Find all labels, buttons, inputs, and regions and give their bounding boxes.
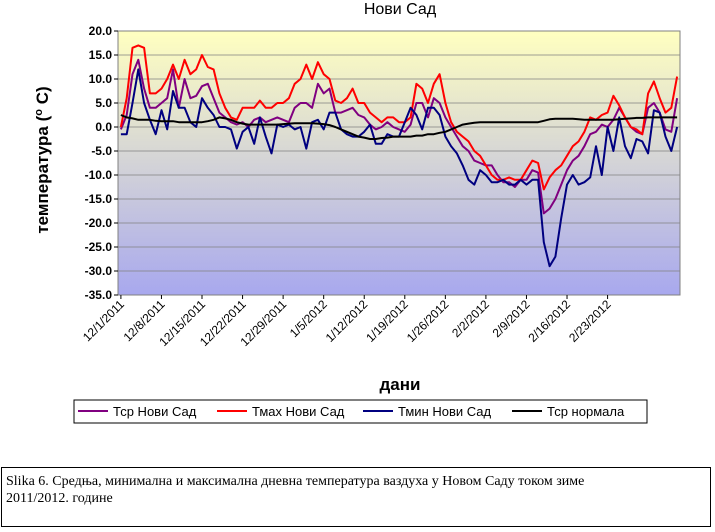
x-tick-label: 2/2/2012 [449, 297, 492, 340]
series-line-1 [119, 58, 679, 215]
figure-caption: Slika 6. Средња, минимална и максимална … [1, 467, 711, 527]
y-tick-label: 20.0 [89, 24, 113, 38]
y-tick-label: -25.0 [85, 240, 113, 254]
y-tick-label: -5.0 [91, 144, 112, 158]
y-tick-label: 0.0 [95, 120, 112, 134]
legend-label: Тмин Нови Сад [398, 404, 492, 419]
legend-label: Тср нормала [547, 404, 625, 419]
y-axis-label: температура (o C) [33, 86, 52, 233]
plot-area [117, 30, 681, 296]
legend-label: Тср Нови Сад [113, 404, 197, 419]
grid-lines [118, 54, 680, 272]
y-axis-ticks: 20.0 15.0 10.0 5.0 0.0 -5.0 -10.0 -15.0 -20.0 -25… [85, 24, 118, 302]
x-tick-label: 1/26/2012 [404, 297, 452, 345]
x-tick-label: 12/1/2011 [80, 297, 127, 344]
legend: Тср Нови Сад Тмах Нови Сад Тмин Нови Сад Тс… [78, 404, 625, 419]
y-tick-label: -10.0 [85, 168, 113, 182]
x-tick-label: 1/19/2012 [363, 297, 411, 345]
y-tick-label: 5.0 [95, 96, 112, 110]
y-tick-label: 10.0 [89, 72, 113, 86]
series-line-2 [119, 44, 679, 191]
y-tick-label: -15.0 [85, 192, 113, 206]
y-tick-label: -30.0 [85, 264, 113, 278]
y-tick-label: -35.0 [85, 288, 113, 302]
caption-line-1: Slika 6. Средња, минимална и максимална … [6, 474, 585, 489]
x-tick-label: 1/12/2012 [323, 297, 371, 345]
x-tick-label: 2/23/2012 [566, 297, 614, 345]
legend-label: Тмах Нови Сад [252, 404, 345, 419]
y-tick-label: -20.0 [85, 216, 113, 230]
legend-box [73, 399, 648, 424]
temperature-chart: Нови Сад 20.0 15.0 10.0 5.0 0.0 -5.0 -10.0 -15.… [33, 1, 681, 424]
series-line-4 [120, 114, 678, 140]
x-axis-label: дани [380, 375, 421, 394]
series-lines [119, 44, 679, 268]
caption-line-2: 2011/2012. године [6, 491, 113, 506]
chart-title: Нови Сад [364, 1, 437, 18]
y-tick-label: 15.0 [89, 48, 113, 62]
x-tick-label: 2/16/2012 [525, 297, 573, 345]
x-axis-ticks: 12/1/201112/8/201112/15/201112/22/201112… [80, 295, 614, 349]
